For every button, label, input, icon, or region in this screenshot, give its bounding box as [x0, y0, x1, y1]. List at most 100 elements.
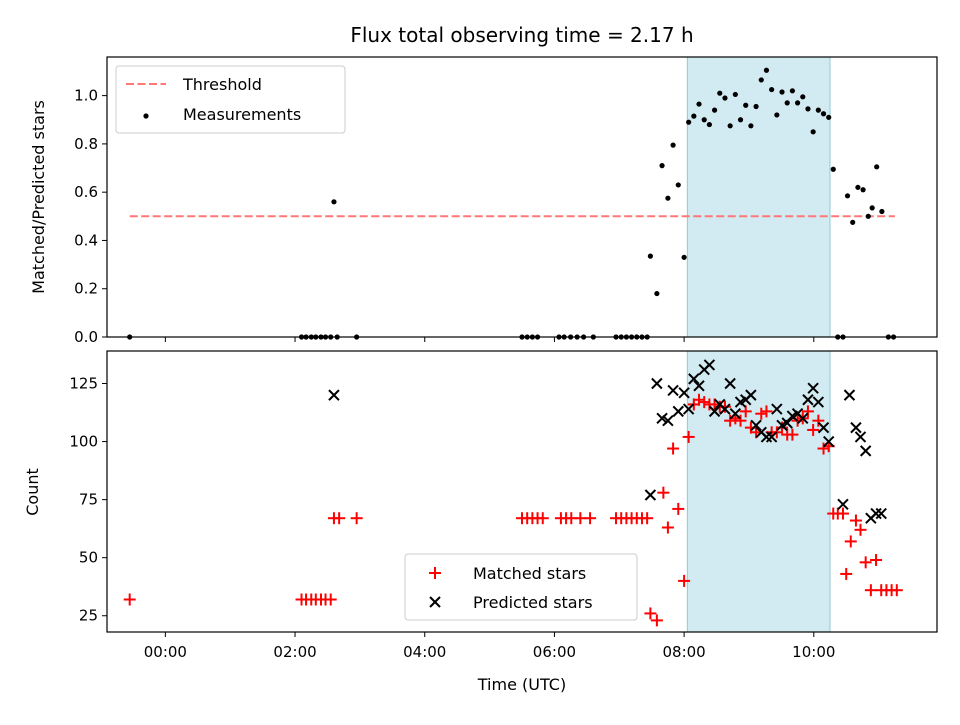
top-panel: 0.0 0.2 0.4 0.6 0.8 1.0 Matched/Predicted sta… — [29, 56, 938, 346]
top-y-ticks: 0.0 0.2 0.4 0.6 0.8 1.0 — [74, 87, 107, 346]
matched-star-point — [672, 502, 685, 515]
measurement-point — [753, 103, 759, 110]
x-tick-label: 08:00 — [662, 643, 705, 661]
legend-matched-swatch — [429, 567, 441, 579]
measurement-point — [879, 208, 885, 215]
chart-title: Flux total observing time = 2.17 h — [350, 23, 693, 47]
legend-threshold-label: Threshold — [182, 75, 262, 94]
measurement-point — [670, 142, 676, 148]
legend-matched-label: Matched stars — [473, 564, 586, 583]
matched-star-point — [734, 414, 747, 427]
matched-star-point — [678, 574, 691, 587]
measurement-point — [820, 111, 827, 117]
matched-star-point — [641, 512, 654, 525]
measurement-point — [654, 290, 660, 297]
predicted-star-point — [724, 377, 736, 390]
predicted-stars-points — [328, 359, 887, 524]
measurement-point — [681, 254, 687, 260]
matched-star-point — [890, 584, 903, 597]
legend-predicted-label: Predicted stars — [473, 593, 593, 612]
predicted-star-point — [843, 389, 856, 401]
measurement-point — [691, 113, 697, 119]
bottom-panel: 25 50 75 100 125 00:00 02:00 04:00 06:00 08:00 10… — [23, 350, 938, 694]
measurement-point — [779, 89, 785, 95]
measurement-point — [722, 95, 728, 101]
predicted-star-point — [807, 382, 819, 394]
x-tick-label: 00:00 — [144, 643, 187, 661]
y-tick-label: 25 — [79, 607, 98, 625]
measurement-point — [865, 213, 871, 219]
measurement-point — [665, 195, 671, 201]
matched-star-point — [849, 514, 862, 527]
predicted-star-point — [719, 403, 731, 415]
matched-star-point — [661, 521, 674, 534]
matched-star-point — [698, 396, 711, 409]
measurement-point — [800, 94, 806, 100]
predicted-star-point — [656, 412, 668, 425]
predicted-star-point — [771, 403, 783, 415]
measurement-point — [815, 107, 821, 113]
predicted-star-point — [328, 389, 340, 401]
matched-star-point — [536, 512, 549, 525]
measurement-point — [805, 106, 811, 112]
measurement-point — [647, 253, 653, 259]
legend-measurements-label: Measurements — [183, 105, 301, 124]
x-tick-label: 10:00 — [792, 643, 835, 661]
matched-stars-points — [123, 393, 903, 627]
measurement-point — [826, 114, 832, 120]
matched-star-point — [644, 607, 657, 620]
predicted-star-point — [688, 373, 700, 385]
matched-star-point — [840, 567, 853, 580]
measurement-point — [706, 121, 712, 128]
measurement-point — [763, 67, 770, 73]
bottom-plot-frame — [106, 350, 938, 633]
y-tick-label: 125 — [69, 375, 98, 393]
matched-star-point — [650, 614, 663, 627]
y-tick-label: 0.4 — [74, 231, 98, 249]
predicted-star-point — [870, 507, 882, 520]
top-y-axis-label: Matched/Predicted stars — [29, 100, 48, 294]
measurement-point — [732, 91, 738, 98]
predicted-star-point — [765, 431, 778, 443]
predicted-star-point — [745, 389, 757, 401]
measurement-point — [810, 129, 816, 135]
y-tick-label: 1.0 — [74, 87, 98, 105]
matched-star-point — [324, 593, 337, 606]
predicted-star-point — [760, 431, 773, 443]
predicted-star-point — [644, 489, 657, 501]
measurement-point — [789, 88, 795, 94]
predicted-star-point — [859, 445, 872, 457]
matched-star-point — [854, 523, 867, 536]
measurement-point — [769, 86, 775, 93]
legend-measurement-swatch — [143, 113, 149, 119]
measurement-point — [758, 77, 764, 83]
measurement-point — [711, 107, 718, 113]
predicted-star-point — [703, 359, 716, 371]
matched-star-point — [667, 442, 680, 455]
measurement-point — [331, 199, 337, 205]
predicted-star-point — [812, 396, 825, 408]
predicted-star-point — [651, 377, 663, 390]
measurement-point — [727, 123, 733, 129]
matched-star-point — [760, 405, 773, 418]
matched-star-point — [693, 393, 706, 406]
top-x-ticks — [164, 337, 815, 342]
x-tick-label: 06:00 — [533, 643, 576, 661]
matched-star-point — [584, 512, 597, 525]
y-tick-label: 0.6 — [74, 183, 98, 201]
matched-star-point — [801, 405, 814, 418]
x-tick-label: 02:00 — [273, 643, 316, 661]
predicted-star-point — [672, 405, 684, 418]
x-tick-label: 04:00 — [403, 643, 446, 661]
predicted-star-point — [854, 431, 867, 443]
predicted-star-point — [662, 414, 674, 427]
bottom-y-ticks: 25 50 75 100 125 — [69, 375, 107, 625]
measurement-point — [784, 100, 790, 106]
predicted-star-point — [667, 384, 679, 397]
matched-star-point — [350, 512, 363, 525]
y-tick-label: 50 — [79, 549, 98, 567]
x-axis-label: Time (UTC) — [477, 675, 566, 694]
matched-star-point — [836, 507, 849, 520]
predicted-star-point — [797, 412, 809, 425]
